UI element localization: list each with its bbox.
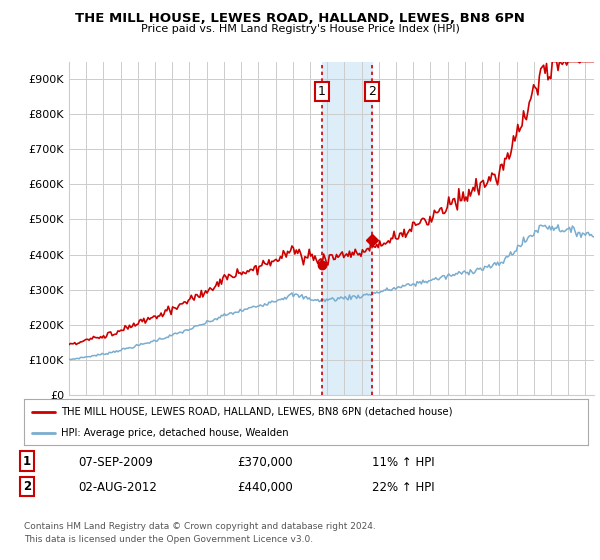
Text: 1: 1 xyxy=(23,455,31,468)
Text: 02-AUG-2012: 02-AUG-2012 xyxy=(78,481,157,494)
Text: HPI: Average price, detached house, Wealden: HPI: Average price, detached house, Weal… xyxy=(61,428,288,438)
Text: 22% ↑ HPI: 22% ↑ HPI xyxy=(372,481,434,494)
Text: 11% ↑ HPI: 11% ↑ HPI xyxy=(372,456,434,469)
Text: THE MILL HOUSE, LEWES ROAD, HALLAND, LEWES, BN8 6PN: THE MILL HOUSE, LEWES ROAD, HALLAND, LEW… xyxy=(75,12,525,25)
Text: £370,000: £370,000 xyxy=(237,456,293,469)
Text: 2: 2 xyxy=(368,85,376,98)
Text: Contains HM Land Registry data © Crown copyright and database right 2024.: Contains HM Land Registry data © Crown c… xyxy=(24,522,376,531)
Text: THE MILL HOUSE, LEWES ROAD, HALLAND, LEWES, BN8 6PN (detached house): THE MILL HOUSE, LEWES ROAD, HALLAND, LEW… xyxy=(61,407,452,417)
Text: This data is licensed under the Open Government Licence v3.0.: This data is licensed under the Open Gov… xyxy=(24,535,313,544)
Text: 07-SEP-2009: 07-SEP-2009 xyxy=(78,456,153,469)
Text: £440,000: £440,000 xyxy=(237,481,293,494)
Text: Price paid vs. HM Land Registry's House Price Index (HPI): Price paid vs. HM Land Registry's House … xyxy=(140,24,460,34)
Text: 2: 2 xyxy=(23,480,31,493)
Text: 1: 1 xyxy=(318,85,326,98)
Bar xyxy=(322,62,371,395)
